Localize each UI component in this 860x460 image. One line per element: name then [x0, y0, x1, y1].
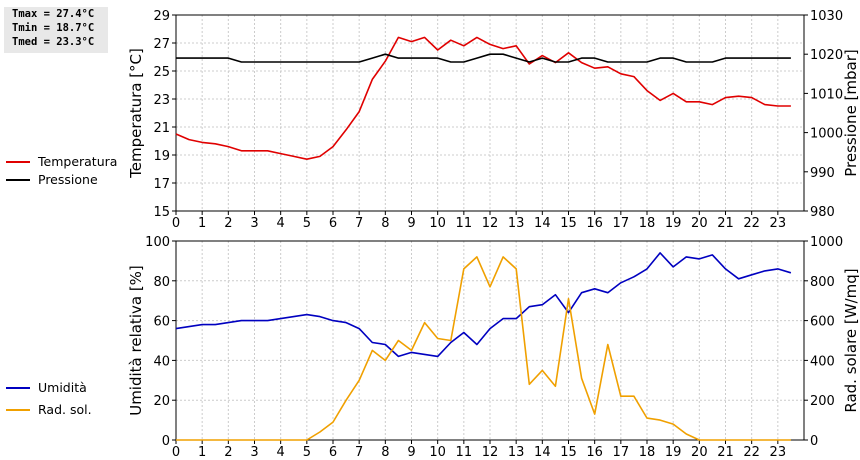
hum-x-tick-label: 19 — [665, 445, 682, 460]
hum-x-tick-label: 0 — [172, 445, 180, 460]
temp-x-tick-label: 21 — [717, 216, 734, 231]
temp-chart: 0 1 2 3 4 5 6 7 8 9 10 11 12 13 14 15 16 17 18 19 20 21 22 2315… — [6, 9, 860, 231]
temp-x-tick-label: 4 — [277, 216, 285, 231]
temp-y-tick-label: 21 — [153, 121, 170, 136]
temp-y-tick-label: 25 — [153, 65, 170, 80]
temp-x-tick-label: 8 — [381, 216, 389, 231]
temp-y-tick-label: 23 — [153, 93, 170, 108]
temp-x-tick-label: 19 — [665, 216, 682, 231]
hum-legend-label: Rad. sol. — [38, 402, 92, 417]
tmax-text: Tmax = 27.4°C — [12, 8, 95, 20]
hum-x-tick-label: 5 — [303, 445, 311, 460]
hum-y-tick-label: 40 — [153, 354, 170, 369]
temp-y2-tick-label: 1020 — [810, 48, 843, 63]
temp-x-tick-label: 2 — [224, 216, 232, 231]
temp-x-tick-label: 14 — [534, 216, 551, 231]
hum-x-tick-label: 21 — [717, 445, 734, 460]
hum-x-tick-label: 22 — [743, 445, 760, 460]
temp-x-tick-label: 10 — [429, 216, 446, 231]
temp-x-tick-label: 16 — [586, 216, 603, 231]
temp-x-tick-label: 23 — [770, 216, 787, 231]
temp-y-tick-label: 19 — [153, 149, 170, 164]
temp-x-tick-label: 6 — [329, 216, 337, 231]
temp-y-tick-label: 27 — [153, 37, 170, 52]
hum-x-tick-label: 1 — [198, 445, 206, 460]
temp-y-axis-label: Temperatura [°C] — [127, 48, 145, 179]
hum-x-tick-label: 16 — [586, 445, 603, 460]
hum-x-tick-label: 15 — [560, 445, 577, 460]
hum-x-tick-label: 10 — [429, 445, 446, 460]
temp-x-tick-label: 15 — [560, 216, 577, 231]
temp-x-tick-label: 3 — [250, 216, 258, 231]
stats-box: Tmax = 27.4°C Tmin = 18.7°C Tmed = 23.3°… — [4, 7, 108, 53]
temp-x-tick-label: 13 — [508, 216, 525, 231]
hum-x-tick-label: 6 — [329, 445, 337, 460]
hum-x-tick-label: 4 — [277, 445, 285, 460]
hum-y-tick-label: 20 — [153, 394, 170, 409]
hum-y2-tick-label: 600 — [810, 315, 835, 330]
temp-x-tick-label: 22 — [743, 216, 760, 231]
temp-y2-tick-label: 1010 — [810, 87, 843, 102]
temp-legend-label: Temperatura — [37, 154, 117, 169]
tmed-text: Tmed = 23.3°C — [12, 36, 95, 48]
hum-x-tick-label: 9 — [407, 445, 415, 460]
temp-x-tick-label: 5 — [303, 216, 311, 231]
hum-y-axis-label: Umidità relativa [%] — [127, 265, 145, 416]
temp-x-tick-label: 20 — [691, 216, 708, 231]
hum-y-tick-label: 80 — [153, 275, 170, 290]
hum-series-umidit-line — [175, 252, 792, 358]
temp-series-pressione-line — [176, 53, 791, 63]
temp-x-tick-label: 17 — [613, 216, 630, 231]
hum-y2-tick-label: 800 — [810, 275, 835, 290]
temp-y2-tick-label: 980 — [810, 205, 835, 220]
temp-y2-axis-label: Pressione [mbar] — [842, 49, 860, 177]
temp-x-tick-label: 7 — [355, 216, 363, 231]
hum-x-tick-label: 20 — [691, 445, 708, 460]
temp-y2-tick-label: 1000 — [810, 127, 843, 142]
hum-y2-tick-label: 400 — [810, 354, 835, 369]
temp-y-tick-label: 29 — [153, 9, 170, 24]
hum-x-tick-label: 3 — [250, 445, 258, 460]
hum-x-tick-label: 14 — [534, 445, 551, 460]
hum-x-tick-label: 12 — [482, 445, 499, 460]
temp-series-temperatura-line — [175, 36, 791, 160]
hum-x-tick-label: 18 — [639, 445, 656, 460]
hum-y2-tick-label: 1000 — [810, 235, 843, 250]
tmin-text: Tmin = 18.7°C — [12, 22, 95, 34]
temp-legend-label: Pressione — [38, 172, 98, 187]
hum-series-rad-sol-line — [176, 256, 791, 441]
temp-y2-tick-label: 990 — [810, 166, 835, 181]
temp-x-tick-label: 12 — [482, 216, 499, 231]
hum-x-tick-label: 17 — [613, 445, 630, 460]
hum-x-tick-label: 2 — [224, 445, 232, 460]
temp-x-tick-label: 18 — [639, 216, 656, 231]
temp-x-tick-label: 11 — [456, 216, 473, 231]
hum-x-tick-label: 8 — [381, 445, 389, 460]
hum-legend-label: Umidità — [38, 380, 87, 395]
hum-x-tick-label: 7 — [355, 445, 363, 460]
temp-y-tick-label: 17 — [153, 177, 170, 192]
hum-x-tick-label: 13 — [508, 445, 525, 460]
hum-y-tick-label: 60 — [153, 315, 170, 330]
hum-x-tick-label: 23 — [770, 445, 787, 460]
temp-x-tick-label: 9 — [407, 216, 415, 231]
temp-y2-tick-label: 1030 — [810, 9, 843, 24]
hum-y-tick-label: 100 — [145, 235, 170, 250]
hum-chart: 0 1 2 3 4 5 6 7 8 9 10 11 12 13 14 15 16 17 18 19 20 21 22 2302… — [6, 235, 860, 460]
temp-x-tick-label: 0 — [172, 216, 180, 231]
hum-x-tick-label: 11 — [456, 445, 473, 460]
hum-y2-tick-label: 0 — [810, 434, 818, 449]
temp-y-tick-label: 15 — [153, 205, 170, 220]
hum-y2-axis-label: Rad. solare [W/mq] — [842, 268, 860, 412]
hum-y2-tick-label: 200 — [810, 394, 835, 409]
temp-x-tick-label: 1 — [198, 216, 206, 231]
hum-y-tick-label: 0 — [162, 434, 170, 449]
